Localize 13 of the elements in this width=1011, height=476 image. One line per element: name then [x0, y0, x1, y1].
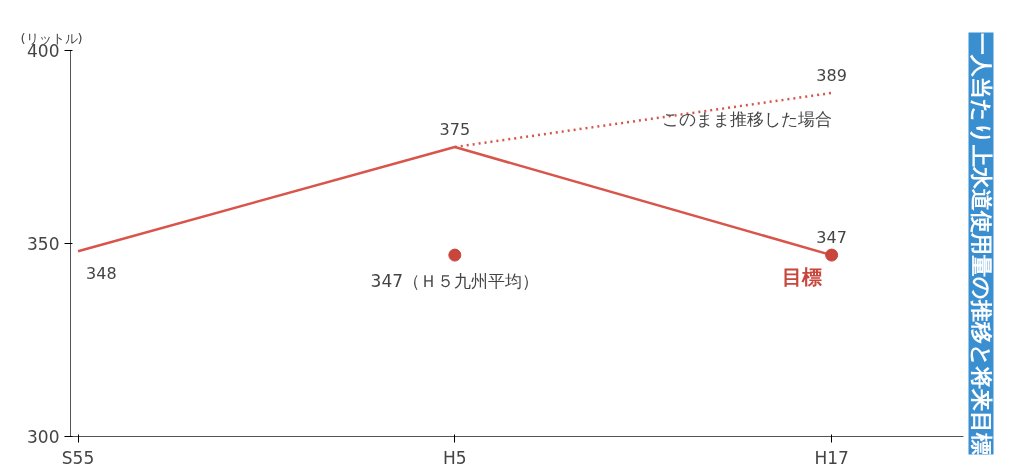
data-label: 375 — [439, 120, 471, 139]
data-label: 389 — [816, 65, 847, 85]
x-tick-label: S55 — [61, 447, 95, 468]
data-label: 348 — [86, 264, 117, 284]
data-label: 347 — [816, 228, 847, 248]
series-label: 目標 — [781, 265, 822, 290]
annotation: 347（Ｈ５九州平均） — [370, 271, 540, 292]
x-tick-label: H5 — [443, 447, 467, 468]
annotation: このまま推移した場合 — [661, 108, 832, 129]
y-tick-label: 350 — [27, 234, 60, 254]
y-tick-label: 300 — [27, 427, 60, 447]
x-tick-label: H17 — [814, 447, 849, 468]
text: 一人当たり上水道使用量の推移と将来目標 — [968, 32, 994, 455]
